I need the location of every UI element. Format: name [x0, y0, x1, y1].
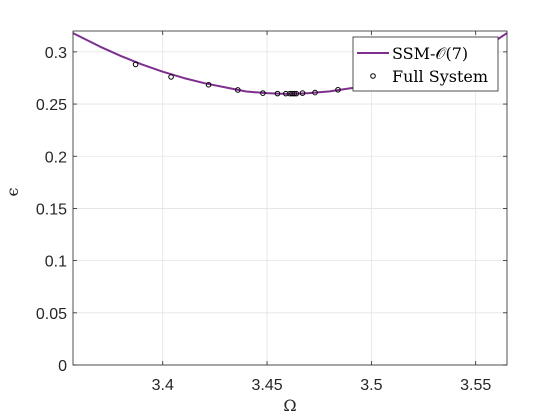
ticks [73, 31, 507, 366]
y-tick-label: 0 [58, 358, 67, 375]
y-axis-label: ϵ [3, 187, 22, 196]
y-tick-label: 0.1 [45, 254, 67, 271]
x-tick-label: 3.55 [460, 377, 491, 394]
data-point-full-system [235, 87, 241, 93]
data-point-full-system [335, 86, 341, 93]
x-tick-label: 3.5 [360, 377, 382, 394]
y-tick-label: 0.2 [45, 149, 67, 166]
legend-box [352, 36, 499, 92]
data-point-full-system [260, 90, 266, 96]
data-point-full-system [299, 90, 306, 96]
data-point-full-system [293, 90, 300, 97]
data-point-full-system [132, 61, 139, 68]
data-point-full-system [274, 90, 281, 97]
legend-label-full-system: Full System [392, 67, 488, 86]
data-point-full-system [168, 74, 174, 80]
legend-marker-swatch [370, 73, 376, 79]
legend-label-ssm: SSM-𝒪(7) [392, 44, 468, 63]
x-tick-label: 3.45 [251, 377, 282, 394]
data-point-full-system [312, 89, 318, 96]
y-tick-label: 0.3 [45, 45, 67, 62]
data-point-full-system [291, 90, 297, 97]
tick-labels: 3.4 3.45 3.5 3.55 0 0.05 0.1 0.15 0.2 0.25 0.3 [36, 45, 492, 394]
data-point-full-system [205, 81, 212, 88]
legend: SSM-𝒪(7) Full System [352, 36, 499, 92]
y-tick-label: 0.05 [36, 306, 67, 323]
plot-frame [72, 30, 508, 366]
x-tick-label: 3.4 [152, 377, 174, 394]
y-tick-label: 0.15 [36, 201, 67, 218]
x-axis-label: Ω [283, 396, 296, 415]
y-tick-label: 0.25 [36, 97, 67, 114]
